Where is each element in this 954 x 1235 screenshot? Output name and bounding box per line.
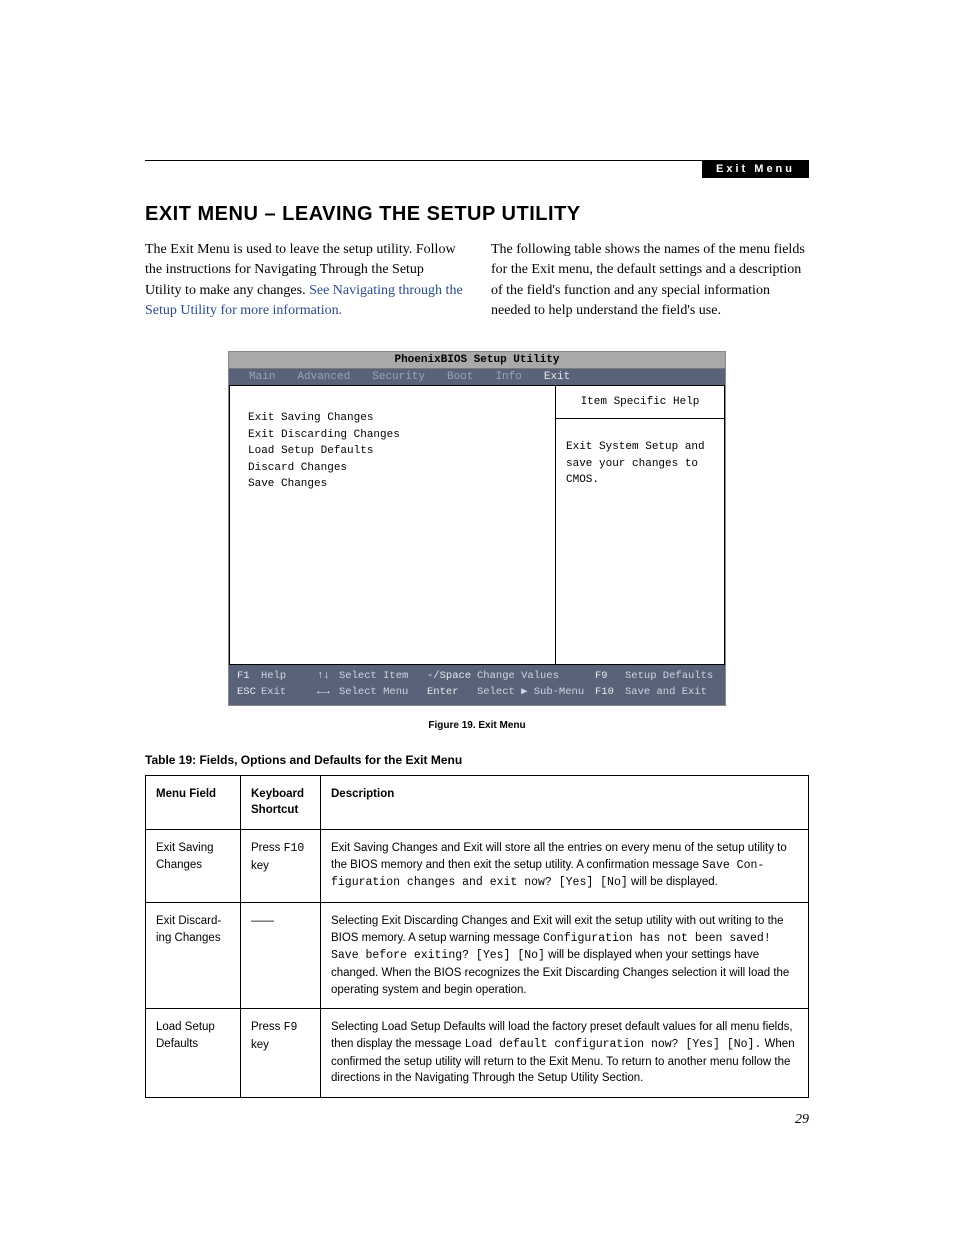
bios-tab: Security (372, 371, 425, 383)
bios-footer-action: Change Values (477, 669, 595, 685)
cell-shortcut: Press F10 key (241, 830, 321, 903)
bios-help-body: Exit System Setup and save your changes … (555, 419, 725, 665)
bios-title: PhoenixBIOS Setup Utility (229, 352, 725, 369)
bios-footer-key: F1 (237, 669, 261, 685)
bios-footer-action: Select Menu (339, 685, 427, 701)
cell-description: Exit Saving Changes and Exit will store … (321, 830, 809, 903)
intro-right: The following table shows the names of t… (491, 240, 809, 321)
bios-figure: PhoenixBIOS Setup Utility Main Advanced Se… (228, 351, 726, 706)
bios-menu-bar: Main Advanced Security Boot Info Exit (229, 369, 725, 385)
cell-description: Selecting Load Setup Defaults will load … (321, 1009, 809, 1098)
bios-footer-key: ESC (237, 685, 261, 701)
bios-menu-item: Load Setup Defaults (248, 443, 537, 460)
th-keyboard-shortcut: Keyboard Shortcut (241, 775, 321, 829)
bios-footer-action: Select Item (339, 669, 427, 685)
section-header: Exit Menu (702, 160, 809, 178)
intro-left: The Exit Menu is used to leave the setup… (145, 240, 463, 321)
table-caption: Table 19: Fields, Options and Defaults f… (145, 753, 809, 767)
bios-footer: F1Help↑↓Select Item-/SpaceChange ValuesF… (229, 665, 725, 705)
bios-menu-item: Exit Discarding Changes (248, 427, 537, 444)
cell-shortcut: —— (241, 903, 321, 1009)
bios-help-title: Item Specific Help (555, 385, 725, 419)
cell-menu-field: Exit Discard-ing Changes (146, 903, 241, 1009)
bios-footer-action: Help (261, 669, 317, 685)
bios-footer-key: ↑↓ (317, 669, 339, 685)
bios-tab: Info (495, 371, 521, 383)
bios-footer-key: F10 (595, 685, 625, 701)
bios-menu-item: Save Changes (248, 476, 537, 493)
bios-footer-key: Enter (427, 685, 477, 701)
bios-menu-item: Discard Changes (248, 460, 537, 477)
bios-tab: Boot (447, 371, 473, 383)
fields-table: Menu Field Keyboard Shortcut Description… (145, 775, 809, 1098)
cell-menu-field: Exit Saving Changes (146, 830, 241, 903)
bios-menu-item: Exit Saving Changes (248, 410, 537, 427)
bios-footer-key: ←→ (317, 685, 339, 701)
table-row: Exit Discard-ing Changes——Selecting Exit… (146, 903, 809, 1009)
bios-tab: Advanced (297, 371, 350, 383)
figure-caption: Figure 19. Exit Menu (145, 720, 809, 731)
cell-description: Selecting Exit Discarding Changes and Ex… (321, 903, 809, 1009)
bios-tab: Exit (544, 371, 570, 383)
page-title: EXIT MENU – LEAVING THE SETUP UTILITY (145, 203, 809, 226)
th-description: Description (321, 775, 809, 829)
page-number: 29 (795, 1112, 809, 1128)
bios-tab: Main (249, 371, 275, 383)
cell-shortcut: Press F9 key (241, 1009, 321, 1098)
bios-footer-action: Save and Exit (625, 685, 715, 701)
bios-footer-action: Setup Defaults (625, 669, 715, 685)
th-menu-field: Menu Field (146, 775, 241, 829)
table-row: Load Setup DefaultsPress F9 keySelecting… (146, 1009, 809, 1098)
bios-footer-action: Exit (261, 685, 317, 701)
bios-footer-key: F9 (595, 669, 625, 685)
bios-footer-action: Select ▶ Sub-Menu (477, 685, 595, 701)
table-row: Exit Saving ChangesPress F10 keyExit Sav… (146, 830, 809, 903)
cell-menu-field: Load Setup Defaults (146, 1009, 241, 1098)
bios-item-list: Exit Saving ChangesExit Discarding Chang… (229, 385, 555, 665)
table-header-row: Menu Field Keyboard Shortcut Description (146, 775, 809, 829)
bios-footer-key: -/Space (427, 669, 477, 685)
